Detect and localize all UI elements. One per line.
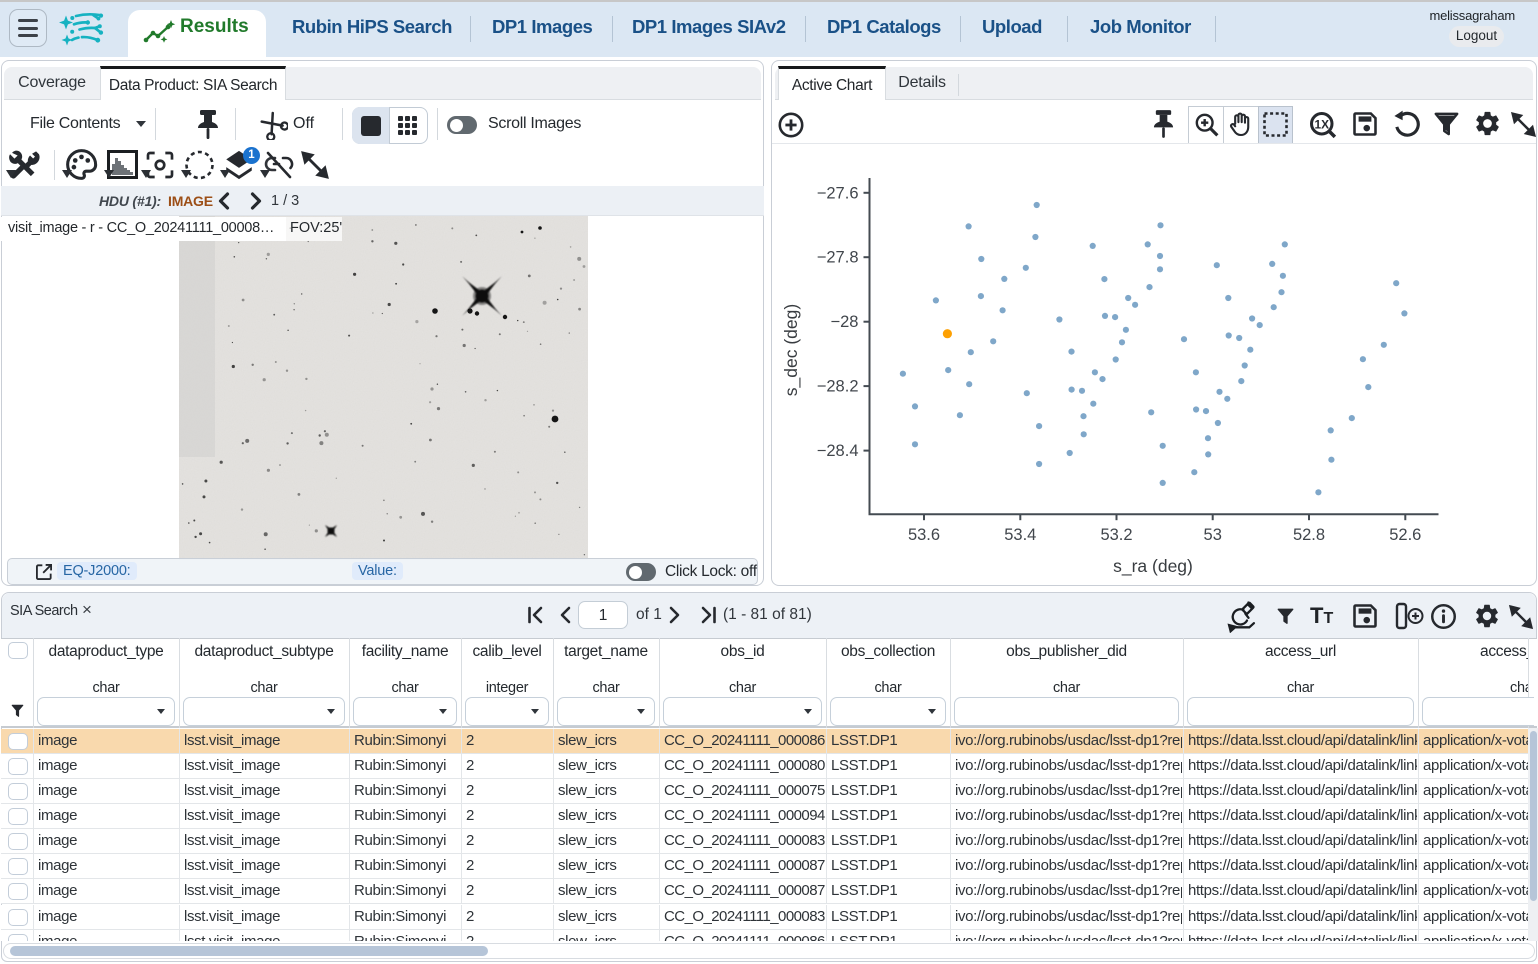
svg-text:s_dec (deg): s_dec (deg) xyxy=(781,304,802,396)
svg-text:s_ra (deg): s_ra (deg) xyxy=(1113,556,1193,577)
svg-text:−27.6: −27.6 xyxy=(817,184,859,202)
svg-text:53.6: 53.6 xyxy=(908,526,940,544)
svg-text:−27.8: −27.8 xyxy=(817,249,859,267)
svg-text:−28.4: −28.4 xyxy=(817,442,859,460)
svg-text:53: 53 xyxy=(1204,526,1222,544)
svg-text:53.2: 53.2 xyxy=(1100,526,1132,544)
svg-text:52.8: 52.8 xyxy=(1293,526,1325,544)
svg-text:52.6: 52.6 xyxy=(1389,526,1421,544)
svg-text:−28: −28 xyxy=(831,313,859,331)
svg-text:1X: 1X xyxy=(1314,118,1329,132)
svg-text:−28.2: −28.2 xyxy=(817,378,859,396)
svg-text:53.4: 53.4 xyxy=(1004,526,1036,544)
